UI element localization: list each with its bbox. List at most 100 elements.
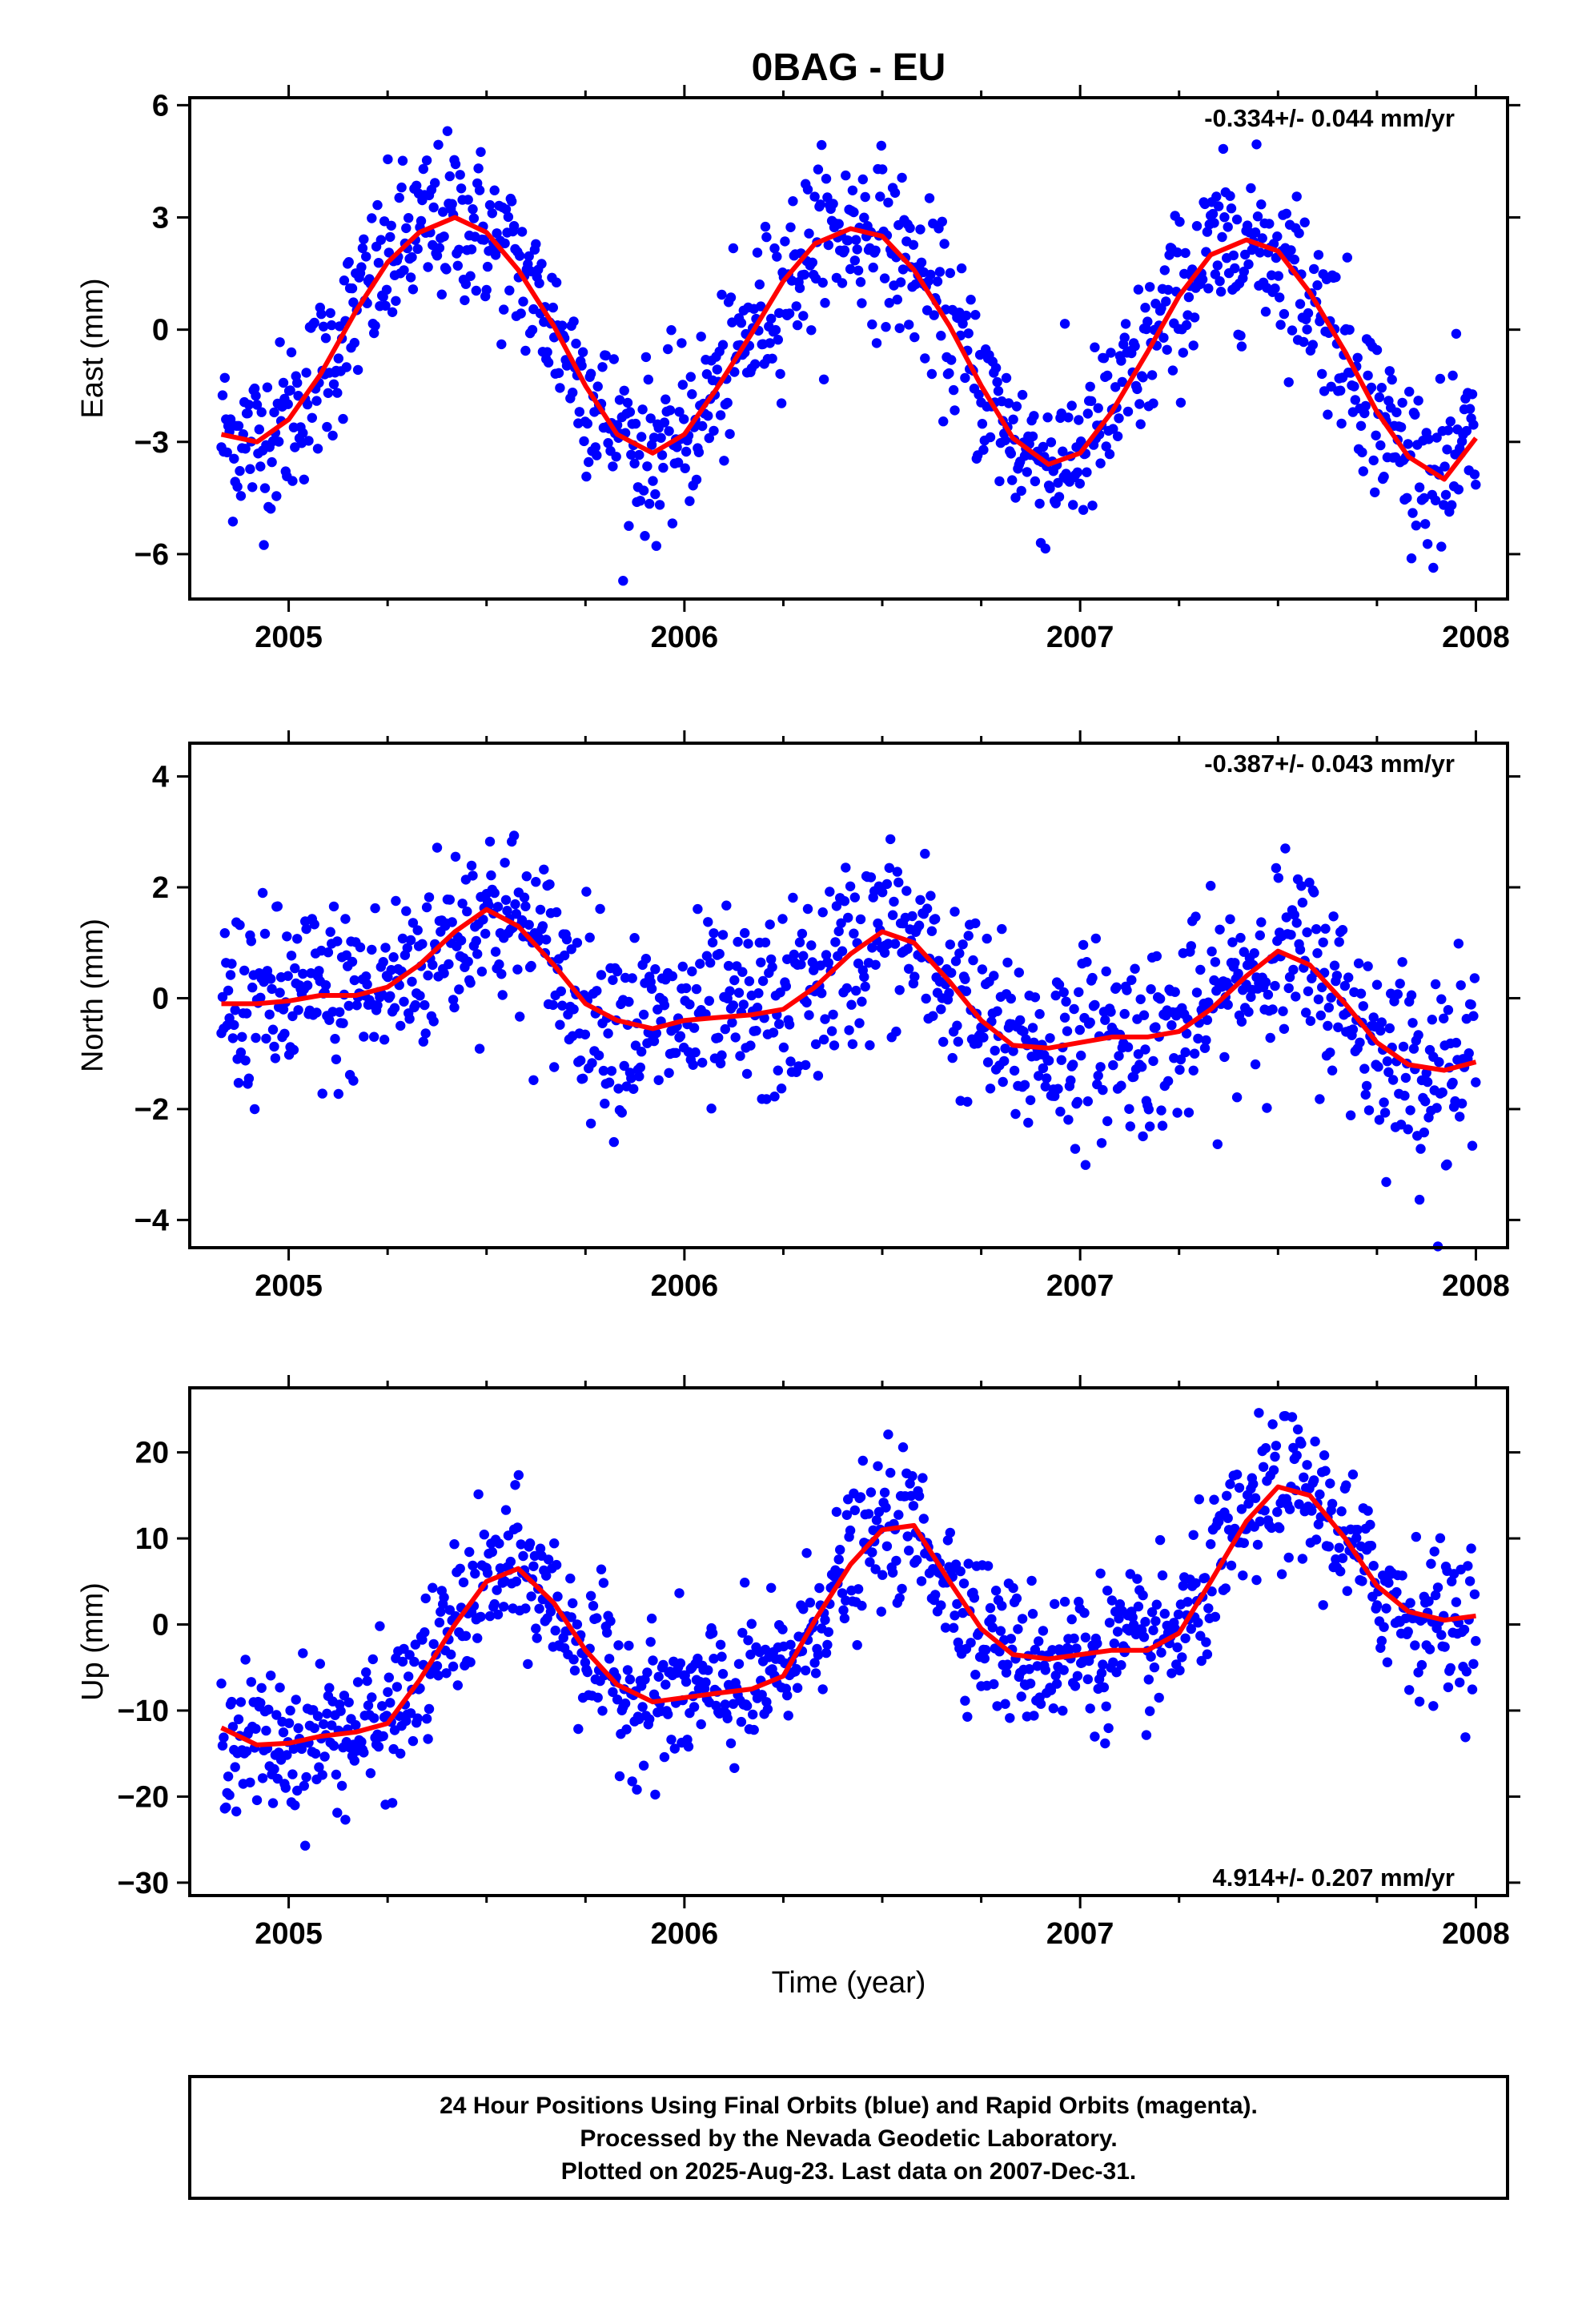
data-point [324, 1015, 335, 1025]
data-point [448, 995, 459, 1005]
data-point [1405, 1105, 1415, 1116]
data-point [275, 1683, 285, 1693]
data-point [233, 1714, 244, 1725]
data-point [753, 988, 764, 999]
data-point [269, 1041, 279, 1052]
data-point [240, 1055, 251, 1066]
data-point [879, 1487, 890, 1498]
data-point [791, 301, 801, 312]
data-point [766, 1582, 777, 1594]
data-point [788, 892, 798, 903]
data-point [1166, 1020, 1177, 1031]
data-point [1276, 1569, 1287, 1579]
data-point [1210, 957, 1221, 967]
data-point [251, 391, 261, 401]
data-point [434, 243, 445, 253]
data-point [598, 1578, 609, 1588]
data-point [391, 296, 401, 306]
data-point [1007, 475, 1018, 485]
data-point [1406, 990, 1417, 1000]
data-point [309, 919, 319, 930]
data-point [745, 1649, 756, 1660]
data-point [1106, 1007, 1116, 1017]
data-point [561, 934, 572, 945]
data-point [1345, 1110, 1356, 1120]
data-point [635, 1062, 645, 1073]
data-point [947, 1052, 958, 1063]
data-point [1018, 1026, 1029, 1037]
data-point [383, 1687, 393, 1698]
data-point [845, 1525, 856, 1536]
data-point [876, 1606, 887, 1617]
data-point [1395, 979, 1405, 989]
data-point [428, 202, 439, 213]
data-point [1387, 374, 1397, 385]
data-point [388, 952, 399, 963]
data-point [1201, 1035, 1211, 1046]
data-point [1311, 1534, 1322, 1545]
data-point [283, 399, 293, 409]
data-point [1096, 1667, 1107, 1679]
data-point [1150, 1616, 1161, 1626]
data-point [776, 1084, 787, 1094]
data-point [496, 969, 507, 979]
data-point [1376, 1017, 1387, 1027]
data-point [1027, 1609, 1038, 1619]
data-point [505, 1556, 516, 1567]
data-point [1320, 923, 1331, 934]
data-point [968, 955, 978, 966]
data-point [829, 1040, 840, 1051]
data-point [618, 576, 628, 586]
data-point [783, 1711, 793, 1721]
data-point [693, 447, 705, 457]
data-point [597, 1706, 608, 1716]
data-point [442, 126, 453, 136]
data-point [500, 1505, 512, 1515]
data-point [1212, 260, 1223, 271]
data-point [1134, 399, 1145, 409]
data-point [267, 1024, 279, 1035]
data-point [314, 966, 324, 976]
data-point [1383, 1578, 1394, 1588]
data-point [1154, 1692, 1164, 1703]
data-point [1193, 1618, 1203, 1628]
data-point [613, 1640, 624, 1651]
data-point [1045, 483, 1055, 493]
data-point [833, 219, 844, 229]
data-point [1112, 431, 1123, 441]
data-point [1006, 448, 1017, 459]
data-point [1270, 1451, 1280, 1462]
data-point [945, 939, 956, 950]
data-point [285, 385, 295, 396]
data-point [1439, 500, 1449, 510]
data-point [653, 1671, 664, 1682]
data-point [942, 1535, 954, 1546]
data-point [343, 1000, 354, 1011]
data-point [1344, 324, 1355, 335]
data-point [926, 269, 936, 280]
data-point [630, 418, 641, 429]
data-point [821, 174, 832, 184]
data-point [934, 955, 944, 967]
data-point [231, 1806, 242, 1817]
data-point [877, 1570, 888, 1580]
data-point [944, 368, 954, 379]
data-points [216, 1408, 1481, 1851]
data-point [1108, 424, 1118, 434]
data-point [590, 442, 600, 452]
data-point [1130, 341, 1140, 352]
data-point [1181, 320, 1192, 331]
data-point [608, 1687, 618, 1698]
data-point [658, 462, 669, 473]
data-point [883, 1429, 893, 1440]
data-point [765, 338, 775, 348]
data-point [839, 1613, 850, 1624]
data-point [235, 491, 247, 501]
y-tick-label: 20 [135, 1437, 169, 1470]
data-point [1236, 1504, 1247, 1514]
data-point [1008, 1582, 1018, 1594]
data-point [1352, 1525, 1363, 1535]
data-point [938, 416, 949, 427]
data-point [690, 1047, 701, 1058]
data-point [1375, 1025, 1386, 1036]
